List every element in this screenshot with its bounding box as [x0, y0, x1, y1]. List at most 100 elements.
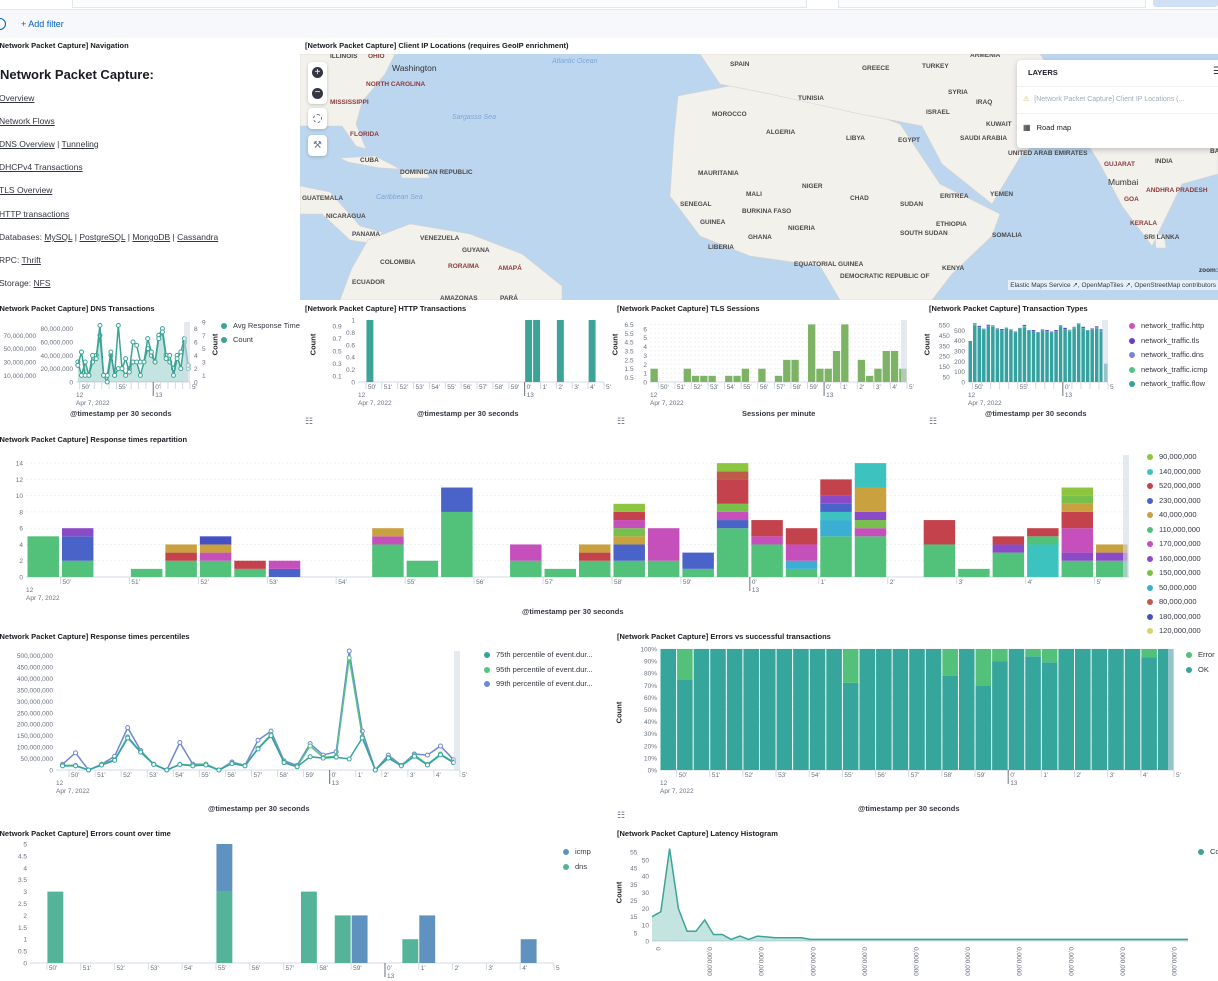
legend-item[interactable]: Error [1186, 648, 1215, 663]
legend-item[interactable]: 99th percentile of event.dur... [484, 677, 593, 692]
bar [1076, 324, 1081, 382]
data-point [73, 750, 79, 756]
legend-item[interactable]: network_traffic.tls [1129, 334, 1208, 349]
legend-item[interactable]: 80,000,000 [1147, 595, 1201, 610]
filter-menu-icon[interactable] [0, 18, 6, 30]
map-canvas[interactable]: ILLINOIS OHIO Washington NORTH CAROLINA MISS… [300, 54, 1218, 300]
fit-to-data-button[interactable] [308, 108, 327, 129]
link-mysql[interactable]: MySQL [44, 232, 73, 242]
search-bar[interactable] [72, 0, 807, 8]
legend-color-dot [484, 681, 490, 688]
y-tick-label: 30% [644, 731, 657, 738]
add-filter-button[interactable]: + Add filter [21, 19, 64, 29]
layer-item[interactable]: ▦ Road map [1023, 123, 1071, 132]
y-tick-label: 12 [16, 477, 24, 484]
legend-toggle-icon[interactable]: ☷ [305, 416, 314, 426]
x-tick-label: 4' [1143, 772, 1148, 779]
bar [808, 324, 816, 382]
y-tick-label: 3 [23, 889, 27, 896]
bar-segment [992, 544, 1025, 553]
legend-item[interactable]: 40,000,000 [1147, 508, 1201, 523]
refresh-button[interactable] [1153, 0, 1218, 7]
y-tick-label: 0 [645, 939, 649, 946]
data-point [119, 366, 125, 372]
legend-toggle-icon[interactable]: ☷ [617, 416, 626, 426]
legend-color-dot [1147, 570, 1153, 577]
legend-item[interactable]: 180,000,000 [1147, 610, 1201, 625]
legend-item[interactable]: 230,000,000 [1147, 494, 1201, 509]
legend-item[interactable]: 50,000,000 [1147, 581, 1201, 596]
legend-toggle-icon[interactable]: ☷ [617, 810, 626, 820]
link-tunneling[interactable]: Tunneling [61, 139, 99, 149]
zoom-out-icon[interactable]: − [312, 88, 323, 99]
legend-label: network_traffic.tls [1141, 335, 1200, 345]
link-cassandra[interactable]: Cassandra [177, 232, 219, 242]
legend-item[interactable]: 520,000,000 [1147, 479, 1201, 494]
panel-title: [Network Packet Capture] Client IP Locat… [305, 41, 569, 50]
x-tick-label: 0,000,000 [964, 947, 971, 976]
data-point [75, 362, 81, 368]
legend-item[interactable]: network_traffic.icmp [1129, 363, 1208, 378]
link-overview[interactable]: Overview [0, 93, 35, 103]
y-tick-label: 55 [630, 849, 638, 856]
link-thrift[interactable]: Thrift [21, 255, 41, 265]
link-http[interactable]: HTTP transactions [0, 209, 70, 219]
time-picker[interactable] [838, 0, 1146, 8]
bar-segment [958, 568, 990, 577]
legend-item[interactable]: 75th percentile of event.dur... [484, 648, 593, 663]
x-tick-hour-label: 13 [155, 392, 163, 399]
legend-item[interactable]: dns [563, 860, 591, 875]
legend-item[interactable]: 95th percentile of event.dur... [484, 663, 593, 678]
y-tick-label: 0.5 [18, 949, 27, 956]
data-point [424, 762, 430, 768]
warning-icon: ⚠ [1023, 96, 1030, 103]
legend-item[interactable]: 160,000,000 [1147, 552, 1201, 567]
bar [942, 675, 958, 770]
link-nfs[interactable]: NFS [33, 278, 51, 288]
zoom-in-icon[interactable]: + [312, 67, 323, 78]
tools-button[interactable]: ⚒ [308, 135, 327, 156]
link-tls-overview[interactable]: TLS Overview [0, 185, 53, 195]
y2-tick-label: 2 [194, 366, 198, 373]
data-point [281, 760, 287, 766]
legend-item[interactable]: Avg Response Time [221, 319, 300, 333]
map-attribution[interactable]: Elastic Maps Service ↗, OpenMapTiles ↗, … [1008, 280, 1218, 290]
legend-item[interactable]: network_traffic.http [1129, 319, 1208, 334]
link-network-flows[interactable]: Network Flows [0, 116, 55, 126]
legend-item[interactable]: network_traffic.dns [1129, 348, 1208, 363]
layer-item[interactable]: ⚠ [Network Packet Capture] Client IP Loca… [1023, 95, 1184, 104]
data-point [229, 761, 235, 767]
link-postgresql[interactable]: PostgreSQL [79, 232, 126, 242]
bar [1099, 330, 1103, 332]
bar [1000, 328, 1004, 331]
legend-item[interactable]: 120,000,000 [1147, 624, 1201, 639]
legend-item[interactable]: network_traffic.flow [1129, 377, 1208, 392]
x-tick-label: 1' [1043, 772, 1048, 779]
y-tick-label: 500 [954, 328, 965, 335]
x-date-label: Apr 7, 2022 [650, 400, 684, 407]
x-tick-label: 56' [760, 384, 768, 391]
menu-icon[interactable]: ☰ [1213, 66, 1218, 77]
storage-label: Storage: [0, 278, 32, 288]
legend-item[interactable]: 170,000,000 [1147, 537, 1201, 552]
link-mongodb[interactable]: MongoDB [132, 232, 171, 242]
legend-item[interactable]: 140,000,000 [1147, 465, 1201, 480]
legend-item[interactable]: OK [1186, 663, 1215, 678]
y2-tick-label: 0 [194, 380, 198, 387]
y-tick-label: 50% [644, 707, 657, 714]
bar [710, 649, 726, 770]
y-tick-label: 25 [630, 898, 638, 905]
link-dhcp[interactable]: DHCPv4 Transactions [0, 162, 83, 172]
legend-item[interactable]: 90,000,000 [1147, 450, 1201, 465]
legend-item[interactable]: icmp [563, 845, 591, 860]
bar [1090, 329, 1094, 382]
legend-item[interactable]: 150,000,000 [1147, 566, 1201, 581]
y-tick-label: 6 [643, 326, 647, 333]
bar-segment [613, 520, 645, 529]
legend-item[interactable]: 110,000,000 [1147, 523, 1201, 538]
bar-segment [716, 479, 749, 504]
legend-toggle-icon[interactable]: ☷ [929, 416, 938, 426]
link-dns-overview[interactable]: DNS Overview [0, 139, 55, 149]
legend-item[interactable]: Count [1198, 845, 1218, 860]
legend-item[interactable]: Count [221, 333, 300, 347]
